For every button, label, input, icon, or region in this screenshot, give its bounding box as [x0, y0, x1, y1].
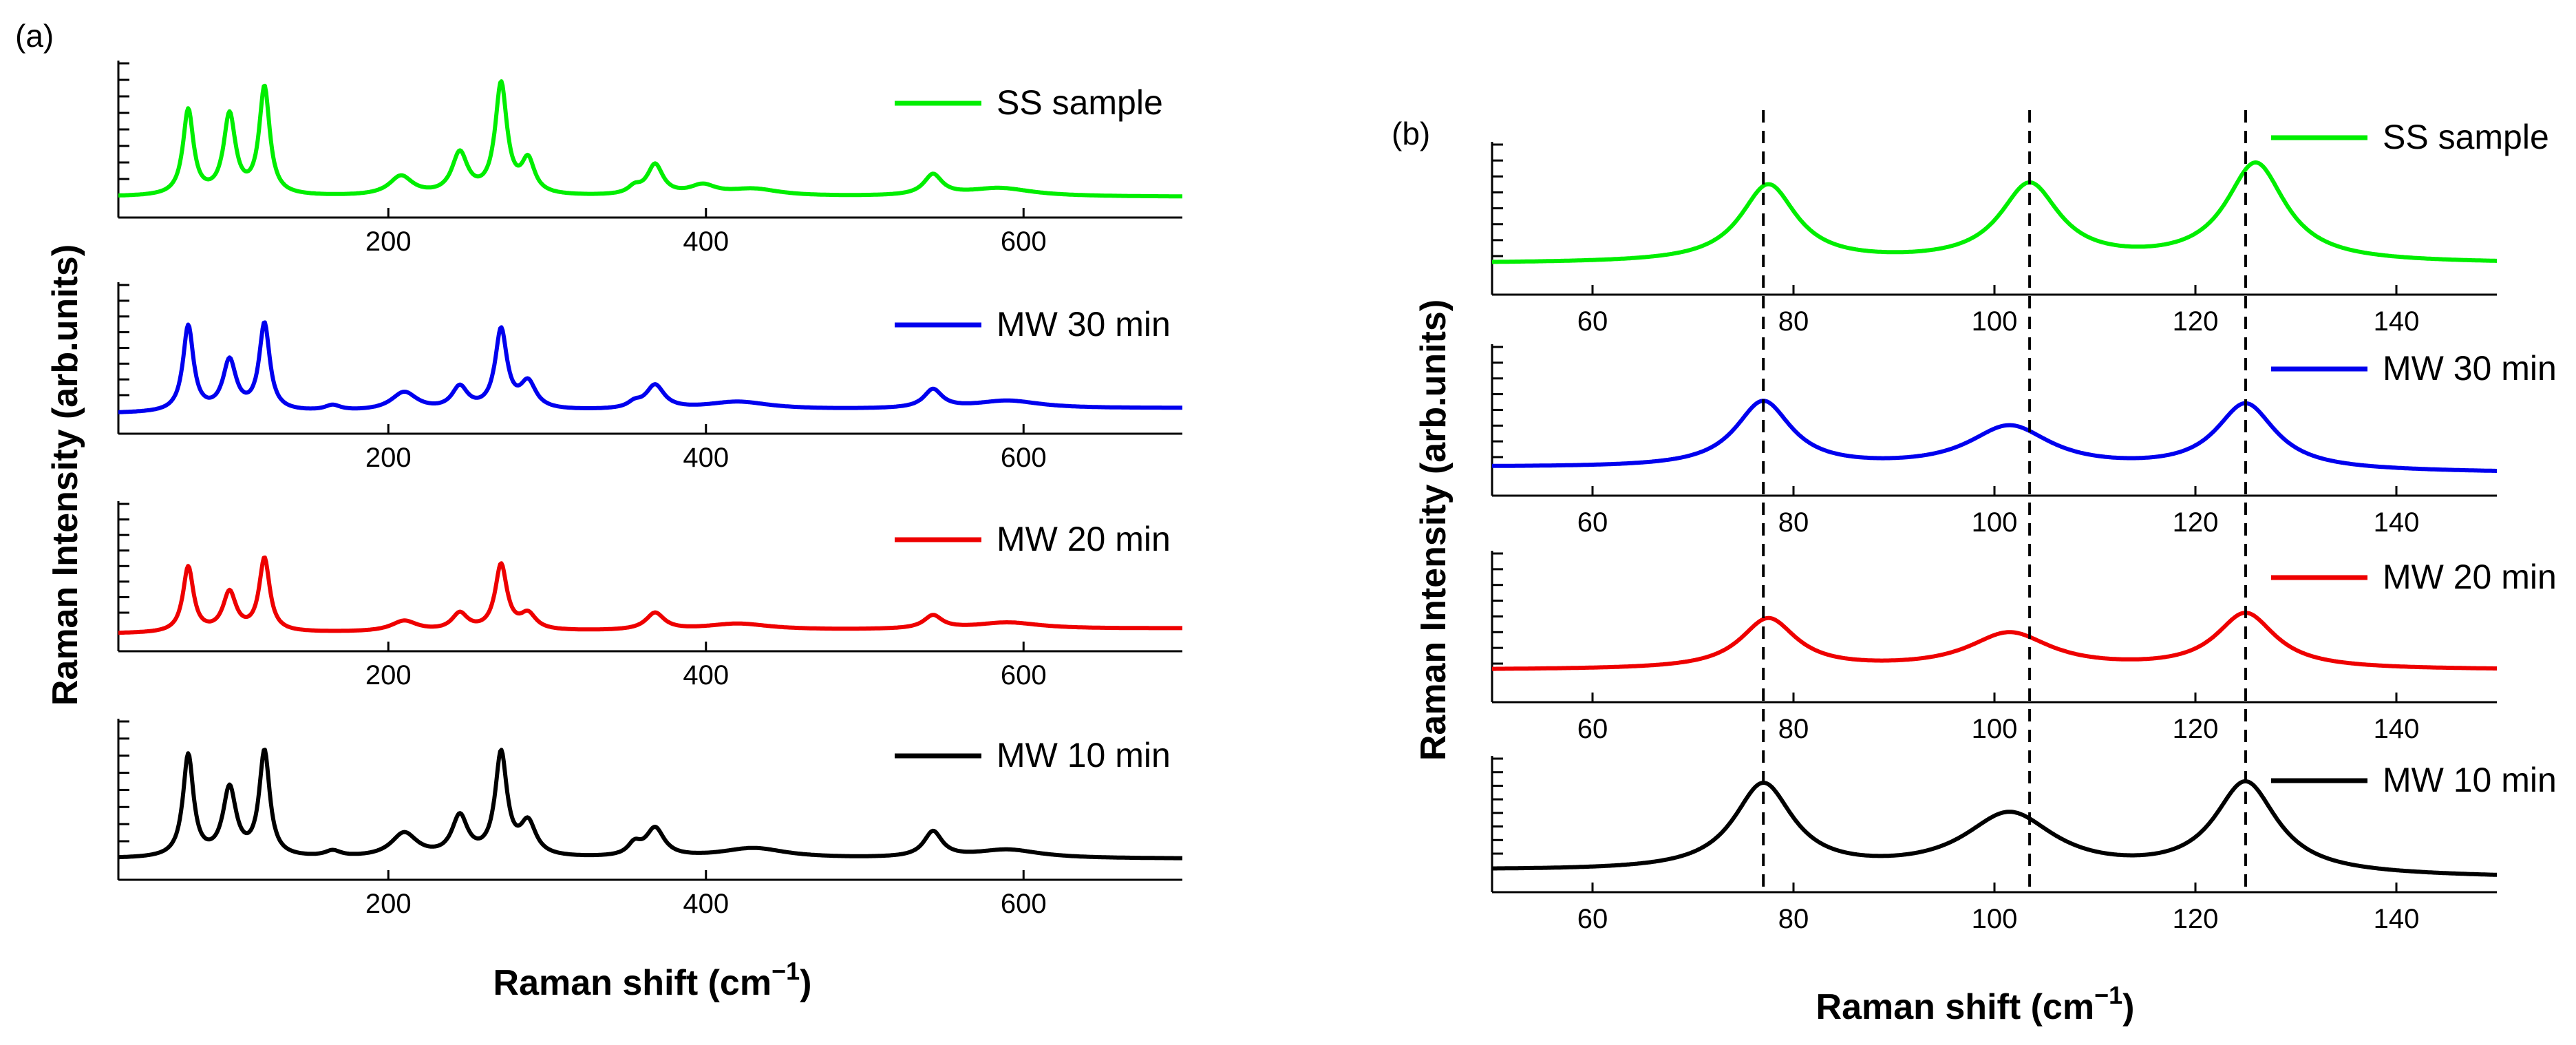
panel-b-label: (b) — [1392, 116, 1430, 151]
panel-b-x-axis-title-sup: −1 — [2094, 981, 2122, 1009]
x-tick-label: 60 — [1577, 306, 1608, 337]
x-tick-label: 140 — [2374, 714, 2420, 744]
series-line-mw-20-min — [117, 555, 1184, 635]
legend-label: MW 20 min — [997, 520, 1171, 558]
x-tick-label: 200 — [365, 226, 412, 257]
panel-a-x-axis-title-main: Raman shift (cm — [493, 963, 772, 1003]
x-tick-label: 120 — [2173, 507, 2219, 538]
panel-b: (b) Raman Intensity (arb.units) Raman sh… — [1392, 110, 2557, 1027]
panel-a: (a) Raman Intensity (arb.units) Raman sh… — [15, 18, 1184, 1003]
x-tick-label: 140 — [2374, 507, 2420, 538]
subplot-b-1: 60 80 100 120 140 SS sample — [1491, 118, 2549, 337]
panel-b-x-axis-title: Raman shift (cm−1) — [1816, 981, 2135, 1027]
x-tick-label: 400 — [683, 443, 729, 473]
series-line-mw-30-min — [1491, 399, 2498, 473]
panel-a-x-axis-title-tail: ) — [800, 963, 811, 1003]
subplot-b-2: 60 80 100 120 140 MW 30 min — [1491, 344, 2557, 538]
x-tick-label: 200 — [365, 443, 412, 473]
x-tick-label: 400 — [683, 660, 729, 690]
legend-label: MW 30 min — [997, 305, 1171, 344]
panel-b-y-axis-title: Raman Intensity (arb.units) — [1414, 299, 1454, 761]
x-tick-label: 100 — [1972, 507, 2018, 538]
series-line-mw-10-min — [1491, 779, 2498, 877]
x-tick-label: 600 — [1001, 660, 1047, 690]
x-tick-label: 120 — [2173, 714, 2219, 744]
legend-label: SS sample — [997, 83, 1163, 122]
panel-b-x-axis-title-main: Raman shift (cm — [1816, 987, 2095, 1027]
subplot-b-3: 60 80 100 120 140 MW 20 min — [1491, 551, 2557, 744]
x-tick-label: 100 — [1972, 904, 2018, 934]
x-tick-label: 600 — [1001, 226, 1047, 257]
panel-b-reference-lines — [1762, 110, 2247, 892]
x-tick-label: 60 — [1577, 904, 1608, 934]
series-line-mw-20-min — [1491, 611, 2498, 671]
panel-a-label: (a) — [15, 18, 54, 54]
panel-b-subplots: 60 80 100 120 140 SS sample 60 80 100 120 140 MW 30… — [1491, 118, 2557, 934]
panel-a-x-axis-title: Raman shift (cm−1) — [493, 957, 812, 1003]
legend-label: MW 20 min — [2383, 558, 2557, 596]
series-line-mw-10-min — [117, 748, 1184, 861]
x-tick-label: 120 — [2173, 904, 2219, 934]
panel-a-subplots: 200 400 600 SS sample 200 400 600 MW 30 min 200 4… — [117, 61, 1184, 919]
x-tick-label: 200 — [365, 889, 412, 919]
legend-label: MW 10 min — [997, 736, 1171, 774]
legend-label: SS sample — [2383, 118, 2549, 156]
x-tick-label: 80 — [1778, 306, 1809, 337]
subplot-a-2: 200 400 600 MW 30 min — [117, 282, 1184, 473]
x-tick-label: 400 — [683, 889, 729, 919]
legend-label: MW 10 min — [2383, 761, 2557, 799]
panel-a-y-axis-title: Raman Intensity (arb.units) — [45, 244, 85, 706]
x-tick-label: 140 — [2374, 904, 2420, 934]
series-line-ss-sample — [1491, 160, 2498, 264]
series-line-mw-30-min — [117, 320, 1184, 414]
subplot-a-1: 200 400 600 SS sample — [117, 61, 1184, 257]
x-tick-label: 400 — [683, 226, 729, 257]
panel-b-x-axis-title-tail: ) — [2122, 987, 2134, 1027]
x-tick-label: 60 — [1577, 507, 1608, 538]
x-tick-label: 200 — [365, 660, 412, 690]
panel-a-x-axis-title-sup: −1 — [771, 957, 800, 985]
x-tick-label: 60 — [1577, 714, 1608, 744]
x-tick-label: 80 — [1778, 714, 1809, 744]
x-tick-label: 600 — [1001, 443, 1047, 473]
x-tick-label: 600 — [1001, 889, 1047, 919]
legend-label: MW 30 min — [2383, 349, 2557, 388]
subplot-a-4: 200 400 600 MW 10 min — [117, 719, 1184, 919]
x-tick-label: 100 — [1972, 306, 2018, 337]
subplot-b-4: 60 80 100 120 140 MW 10 min — [1491, 756, 2557, 934]
x-tick-label: 120 — [2173, 306, 2219, 337]
x-tick-label: 80 — [1778, 507, 1809, 538]
x-tick-label: 100 — [1972, 714, 2018, 744]
x-tick-label: 80 — [1778, 904, 1809, 934]
series-line-ss-sample — [117, 79, 1184, 199]
x-tick-label: 140 — [2374, 306, 2420, 337]
subplot-a-3: 200 400 600 MW 20 min — [117, 501, 1184, 690]
